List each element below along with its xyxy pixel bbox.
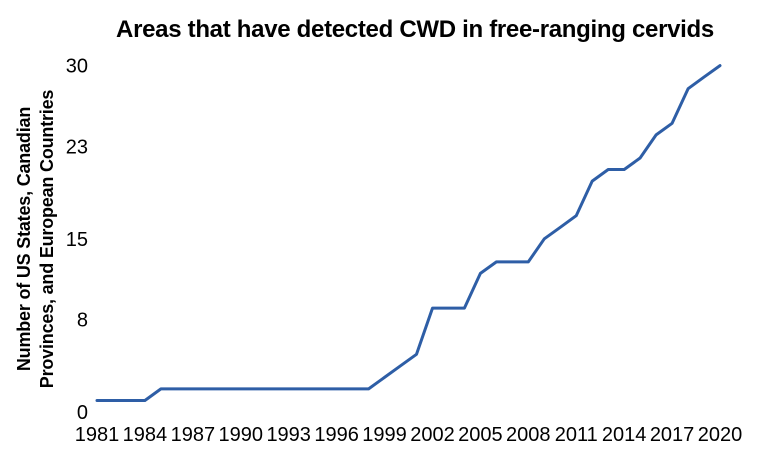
y-tick-label: 23 — [66, 136, 88, 158]
y-tick-label: 30 — [66, 56, 88, 78]
x-tick-label: 1987 — [171, 424, 216, 446]
x-tick-label: 2020 — [698, 424, 743, 446]
x-tick-label: 1990 — [219, 424, 264, 446]
y-tick-label: 0 — [77, 402, 88, 424]
x-tick-label: 2008 — [506, 424, 551, 446]
chart-title: Areas that have detected CWD in free-ran… — [116, 16, 714, 43]
x-tick-label: 2014 — [602, 424, 647, 446]
x-tick-label: 1984 — [123, 424, 168, 446]
data-line — [95, 64, 722, 402]
x-tick-label: 1993 — [266, 424, 311, 446]
x-tick-label: 2002 — [410, 424, 455, 446]
x-tick-label: 2005 — [458, 424, 503, 446]
x-tick-label: 2017 — [650, 424, 695, 446]
y-tick-label: 8 — [77, 310, 88, 332]
x-tick-label: 1996 — [314, 424, 359, 446]
x-tick-label: 1999 — [362, 424, 407, 446]
x-tick-label: 2011 — [555, 424, 598, 446]
y-tick-label: 15 — [66, 229, 88, 251]
x-tick-label: 1981 — [75, 424, 120, 446]
